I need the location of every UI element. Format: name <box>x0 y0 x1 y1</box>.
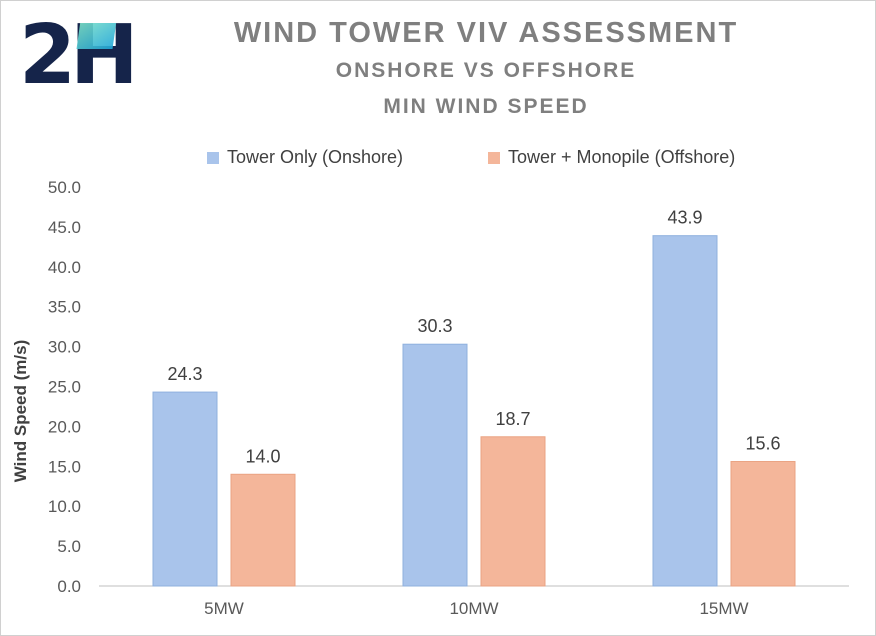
y-tick-label: 15.0 <box>48 457 81 476</box>
bar-onshore <box>652 235 718 587</box>
legend-swatch-offshore <box>488 151 500 164</box>
y-tick-label: 50.0 <box>48 178 81 197</box>
brand-logo: 2H <box>19 17 133 87</box>
data-label: 30.3 <box>417 316 452 336</box>
data-label: 14.0 <box>245 446 280 466</box>
y-tick-label: 25.0 <box>48 378 81 397</box>
bar-offshore <box>480 436 546 587</box>
legend-item-onshore: Tower Only (Onshore) <box>207 147 403 168</box>
data-label: 24.3 <box>167 364 202 384</box>
chart-subtitle-2: MIN WIND SPEED <box>383 95 589 118</box>
y-tick-label: 40.0 <box>48 258 81 277</box>
bar-offshore <box>730 461 796 587</box>
data-label: 15.6 <box>745 434 780 454</box>
legend-swatch-onshore <box>207 151 219 164</box>
y-tick-label: 0.0 <box>57 577 81 596</box>
x-tick-label: 10MW <box>449 599 498 618</box>
y-tick-label: 10.0 <box>48 497 81 516</box>
chart-title: WIND TOWER VIV ASSESSMENT <box>233 17 739 49</box>
x-tick-label: 15MW <box>699 599 748 618</box>
y-tick-label: 30.0 <box>48 338 81 357</box>
data-label: 18.7 <box>495 409 530 429</box>
y-tick-label: 5.0 <box>57 537 81 556</box>
y-tick-label: 45.0 <box>48 218 81 237</box>
bar-onshore <box>402 343 468 587</box>
legend-label-offshore: Tower + Monopile (Offshore) <box>508 147 736 167</box>
y-tick-label: 20.0 <box>48 417 81 436</box>
legend-label-onshore: Tower Only (Onshore) <box>227 147 404 167</box>
logo-accent <box>76 23 117 49</box>
chart-subtitle: ONSHORE VS OFFSHORE <box>335 59 637 82</box>
y-tick-label: 35.0 <box>48 298 81 317</box>
legend-item-offshore: Tower + Monopile (Offshore) <box>488 147 735 168</box>
data-label: 43.9 <box>667 208 702 228</box>
bar-onshore <box>152 391 218 587</box>
bar-offshore <box>230 473 296 587</box>
x-tick-label: 5MW <box>204 599 244 618</box>
